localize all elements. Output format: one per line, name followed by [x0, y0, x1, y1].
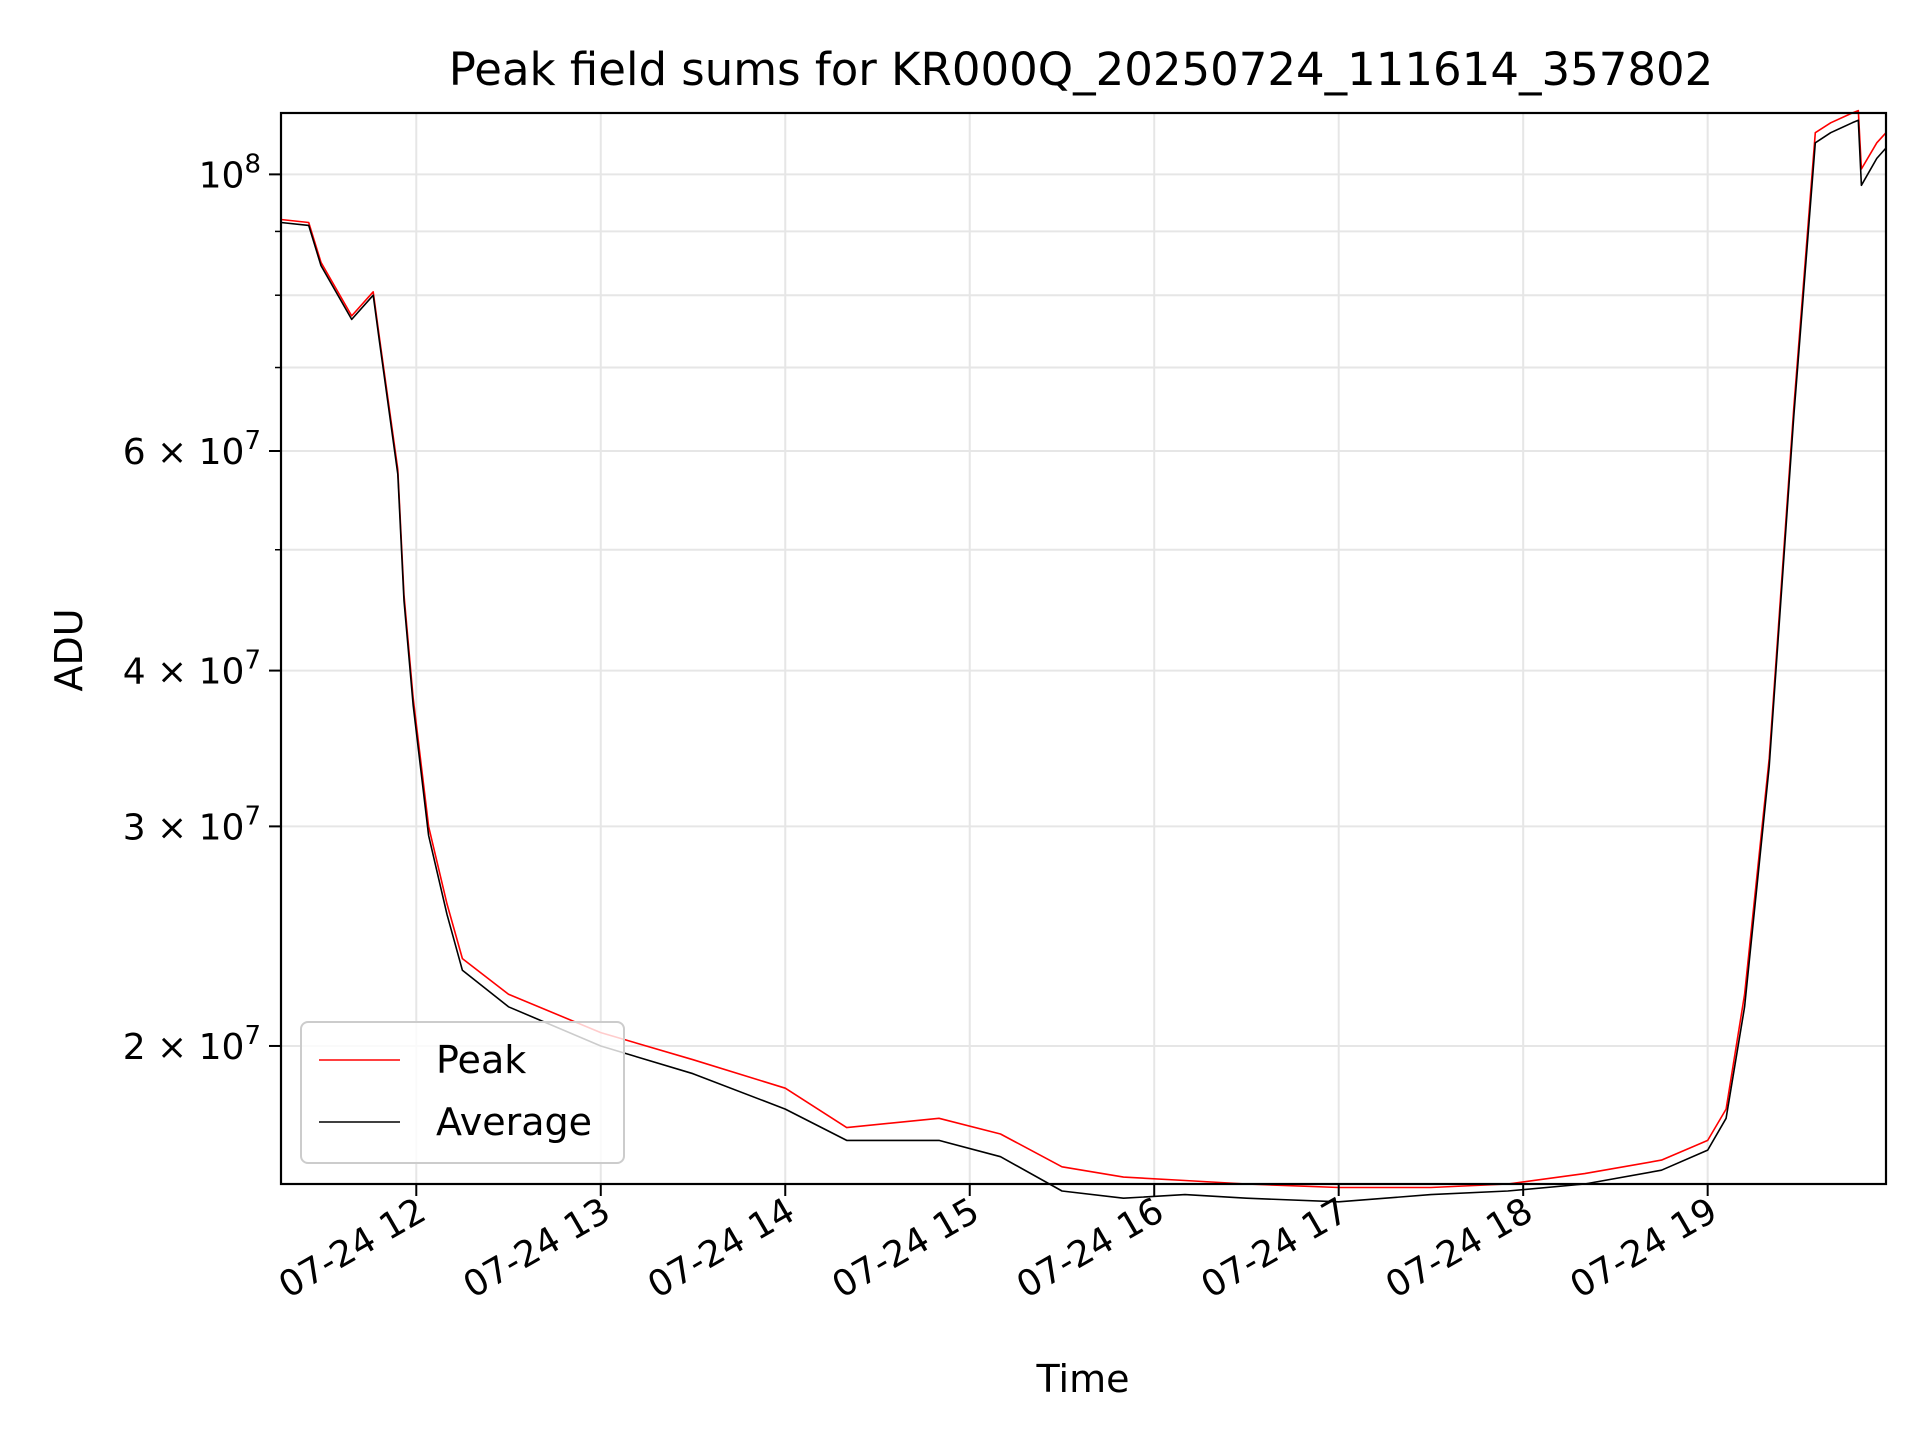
chart-title: Peak field sums for KR000Q_20250724_1116… [449, 43, 1713, 96]
y-axis: 2 × 107 3 × 107 4 × 107 6 × 107 108 [123, 149, 281, 1068]
x-axis-label: Time [1036, 1357, 1130, 1401]
y-axis-label: ADU [47, 608, 91, 691]
legend-label-average: Average [436, 1100, 592, 1144]
series-line-average [280, 119, 1887, 1203]
legend-label-peak: Peak [436, 1038, 526, 1082]
grid [281, 113, 1886, 1184]
y-tick-label: 4 × 107 [123, 646, 261, 693]
y-tick-label: 2 × 107 [123, 1021, 261, 1068]
y-tick-label: 108 [199, 149, 261, 196]
y-tick-label: 3 × 107 [123, 801, 261, 848]
legend: Peak Average [300, 1021, 625, 1164]
plot-series [280, 109, 1887, 1203]
y-tick-label: 6 × 107 [123, 426, 261, 473]
plot-frame [279, 111, 1888, 1186]
legend-box [300, 1021, 625, 1164]
